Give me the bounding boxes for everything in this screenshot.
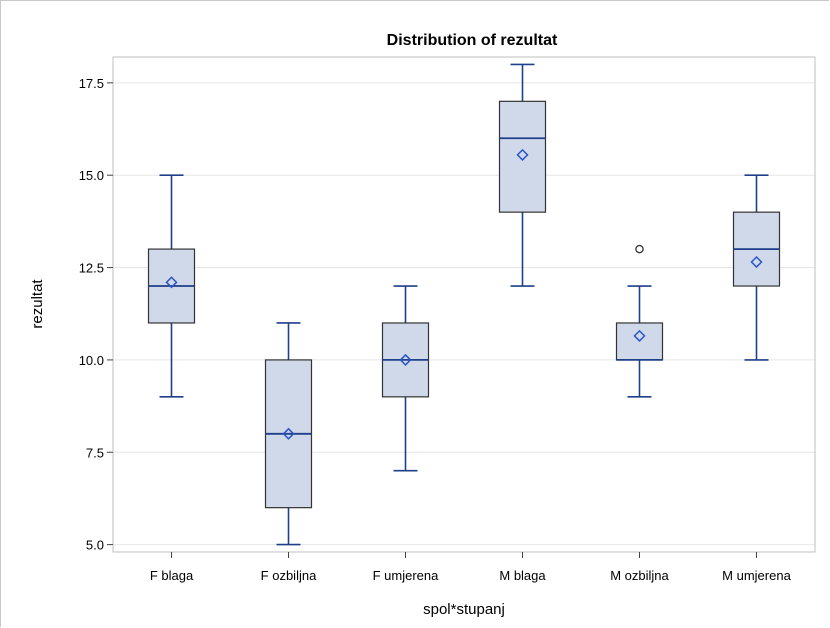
gridlines <box>113 82 815 546</box>
x-tick-label: F umjerena <box>373 568 440 583</box>
y-axis-label: rezultat <box>29 279 46 329</box>
x-tick-label: M ozbiljna <box>610 568 669 583</box>
x-tick-label: F ozbiljna <box>261 568 317 583</box>
mean-marker <box>516 148 529 161</box>
y-tick-label: 15.0 <box>79 168 104 183</box>
x-tick-label: F blaga <box>150 568 194 583</box>
y-tick-label: 17.5 <box>79 76 104 91</box>
y-axis: 5.0 7.5 10.0 12.5 15.0 17.5 <box>79 76 113 553</box>
x-tick-label: M umjerena <box>722 568 791 583</box>
box <box>498 100 547 213</box>
mean-marker <box>750 255 763 269</box>
box-group <box>732 174 781 361</box>
box-group <box>498 63 547 287</box>
mean-marker <box>282 427 295 440</box>
boxes <box>147 63 781 546</box>
box-group <box>264 322 313 546</box>
mean-marker <box>165 276 178 289</box>
chart-title: Distribution of rezultat <box>387 32 558 49</box>
box-group <box>381 285 430 472</box>
outlier-point <box>635 244 644 254</box>
x-axis: F blaga F ozbiljna F umjerena M blaga M ozbi… <box>150 552 792 583</box>
y-tick-label: 7.5 <box>86 445 104 460</box>
y-tick-label: 12.5 <box>79 261 104 276</box>
box-group <box>147 174 196 398</box>
y-tick-label: 5.0 <box>86 538 104 553</box>
x-axis-label: spol*stupanj <box>423 601 505 618</box>
mean-marker <box>633 329 646 342</box>
box-group <box>615 244 664 398</box>
x-tick-label: M blaga <box>499 568 546 583</box>
mean-marker <box>399 353 412 366</box>
y-tick-label: 10.0 <box>79 353 104 368</box>
plot-area <box>112 56 816 553</box>
